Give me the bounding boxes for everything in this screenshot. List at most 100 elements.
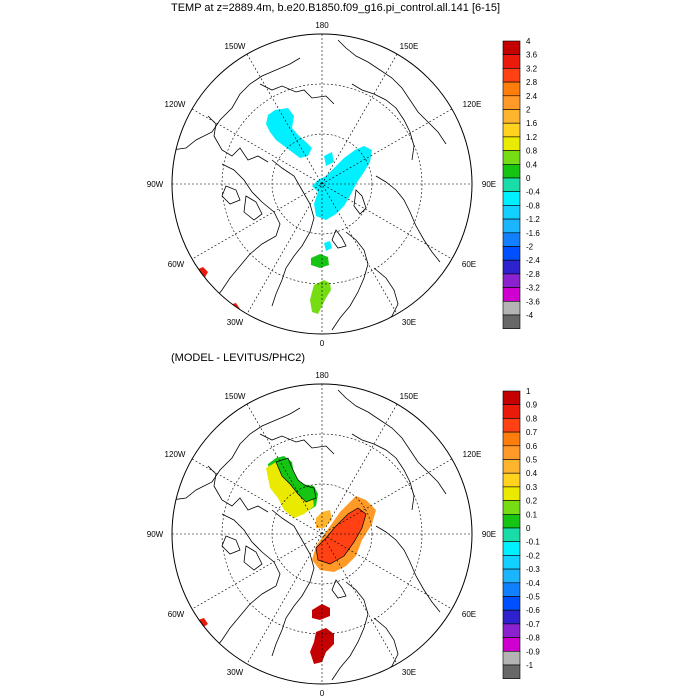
top-labelbar-swatch-18 — [502, 287, 521, 302]
bottom-labelbar-swatch-4 — [502, 445, 521, 460]
bottom-labelbar-tick-label: 1 — [526, 387, 531, 396]
top-labelbar-tick-label: -2.8 — [526, 270, 540, 279]
bottom-labelbar-swatch-13 — [502, 568, 521, 584]
bottom-labelbar-tick-label: 0.1 — [526, 510, 538, 519]
bottom-lon-label-0: 0 — [320, 689, 325, 698]
bottom-longitude-labels: 180 150E 120E 90E 60E 30E 0 30W 60W 90W … — [147, 371, 496, 698]
bottom-orange-region-small — [316, 510, 332, 528]
bottom-labelbar-tick-label: -0.4 — [526, 579, 540, 588]
bottom-map-boundary — [171, 383, 473, 685]
top-labelbar-tick-label: 3.2 — [526, 64, 538, 73]
top-lon-label-0: 0 — [320, 339, 325, 348]
top-labelbar-swatch-16 — [502, 259, 521, 275]
bottom-labelbar-swatch-8 — [502, 500, 521, 515]
bottom-labelbar-tick-label: -0.9 — [526, 647, 540, 656]
bottom-labelbar-tick-label: -0.6 — [526, 606, 540, 615]
bottom-lon-label-150e: 150E — [400, 392, 419, 401]
bottom-labelbar-tick-label: 0.3 — [526, 483, 538, 492]
top-labelbar-tick-label: 0.4 — [526, 160, 538, 169]
bottom-labelbar-swatch-1 — [502, 404, 521, 419]
top-labelbar-swatch-4 — [502, 95, 521, 110]
bottom-labelbar-tick-label: -0.1 — [526, 538, 540, 547]
top-labelbar-swatch-5 — [502, 109, 521, 124]
bottom-lon-label-60w: 60W — [168, 610, 185, 619]
top-labelbar-swatch-13 — [502, 218, 521, 234]
top-lon-label-150e: 150E — [400, 42, 419, 51]
bottom-labelbar-swatch-6 — [502, 472, 521, 488]
bottom-labelbar-swatch-16 — [502, 609, 521, 625]
top-labelbar-tick-label: 2 — [526, 106, 531, 115]
top-labelbar-swatch-11 — [502, 191, 521, 206]
top-labelbar-tick-label: -2.4 — [526, 256, 540, 265]
bottom-labelbar-swatch-15 — [502, 596, 521, 611]
bottom-labelbar-tick-label: 0 — [526, 524, 531, 533]
bottom-labelbar-swatch-14 — [502, 582, 521, 597]
bottom-labelbar-swatch-10 — [502, 527, 521, 542]
bottom-lon-label-90w: 90W — [147, 530, 164, 539]
top-lon-label-120e: 120E — [463, 100, 482, 109]
top-labelbar-tick-label: 2.8 — [526, 78, 538, 87]
bottom-labelbar-tick-label: 0.4 — [526, 469, 538, 478]
top-labelbar-swatch-17 — [502, 273, 521, 288]
top-panel-title: TEMP at z=2889.4m, b.e20.B1850.f09_g16.p… — [171, 2, 501, 14]
top-labelbar-swatch-7 — [502, 136, 521, 151]
bottom-yellow-region — [266, 462, 314, 518]
bottom-labelbar-tick-label: 0.5 — [526, 456, 538, 465]
bottom-labelbar-swatch-9 — [502, 513, 521, 529]
top-lon-label-60e: 60E — [462, 260, 476, 269]
bottom-panel-title: (MODEL - LEVITUS/PHC2) — [171, 352, 306, 364]
bottom-darkred-region-1 — [312, 604, 330, 620]
top-labelbar-swatch-14 — [502, 232, 521, 247]
top-labelbar-swatch-10 — [502, 177, 521, 192]
bottom-labelbar-tick-label: -0.7 — [526, 620, 540, 629]
bottom-lon-label-180: 180 — [315, 371, 329, 380]
top-labelbar-swatch-3 — [502, 81, 521, 97]
top-lon-label-180: 180 — [315, 21, 329, 30]
bottom-labelbar-tick-label: -0.2 — [526, 551, 540, 560]
bottom-labelbar-tick-label: -0.3 — [526, 565, 540, 574]
top-labelbar-tick-label: 4 — [526, 37, 531, 46]
bottom-labelbar-swatch-11 — [502, 541, 521, 556]
top-labelbar-swatch-1 — [502, 54, 521, 69]
top-labelbar-swatch-0 — [502, 40, 521, 55]
top-lon-label-90w: 90W — [147, 180, 164, 189]
bottom-lon-label-150w: 150W — [225, 392, 246, 401]
bottom-lon-label-120w: 120W — [165, 450, 186, 459]
top-fill-regions — [196, 108, 372, 314]
top-labelbar-tick-label: -0.4 — [526, 188, 540, 197]
bottom-lon-label-90e: 90E — [482, 530, 496, 539]
top-cyan-region-main — [312, 146, 372, 220]
top-labelbar-swatch-19 — [502, 300, 521, 316]
top-green-region-1 — [311, 254, 329, 268]
bottom-labelbar-swatch-20 — [502, 664, 521, 679]
bottom-lon-label-30w: 30W — [227, 668, 244, 677]
top-cyan-region-west — [266, 108, 312, 158]
bottom-labelbar-swatch-5 — [502, 459, 521, 474]
top-lon-label-120w: 120W — [165, 100, 186, 109]
bottom-labelbar-tick-label: 0.8 — [526, 414, 538, 423]
top-labelbar-tick-label: 1.6 — [526, 119, 538, 128]
bottom-labelbar-tick-label: -1 — [526, 661, 534, 670]
top-labelbar-tick-label: 1.2 — [526, 133, 538, 142]
bottom-labelbar-swatch-2 — [502, 418, 521, 433]
top-map-boundary — [171, 33, 473, 335]
top-longitude-labels: 180 150E 120E 90E 60E 30E 0 30W 60W 90W … — [147, 21, 496, 348]
bottom-red-region-main — [316, 508, 366, 564]
top-cyan-region-lower — [324, 241, 332, 251]
bottom-labelbar: 1 0.9 0.8 0.7 0.6 0.5 0.4 0.3 0.2 0.1 0 -0.1 -0.2 -0.… — [502, 387, 540, 679]
top-graticule — [172, 34, 472, 334]
top-cyan-region-small — [324, 152, 334, 166]
bottom-lon-label-30e: 30E — [402, 668, 416, 677]
bottom-labelbar-swatch-7 — [502, 486, 521, 501]
top-labelbar-swatch-8 — [502, 150, 521, 165]
bottom-graticule — [172, 384, 472, 684]
top-labelbar-tick-label: -3.2 — [526, 284, 540, 293]
bottom-labelbar-swatch-3 — [502, 431, 521, 447]
bottom-labelbar-tick-label: 0.9 — [526, 401, 538, 410]
top-lon-label-30w: 30W — [227, 318, 244, 327]
top-labelbar-tick-label: -2 — [526, 243, 534, 252]
top-labelbar-tick-label: 2.4 — [526, 92, 538, 101]
bottom-fill-regions — [198, 456, 376, 664]
top-labelbar-swatch-9 — [502, 164, 521, 179]
top-labelbar-tick-label: -0.8 — [526, 201, 540, 210]
